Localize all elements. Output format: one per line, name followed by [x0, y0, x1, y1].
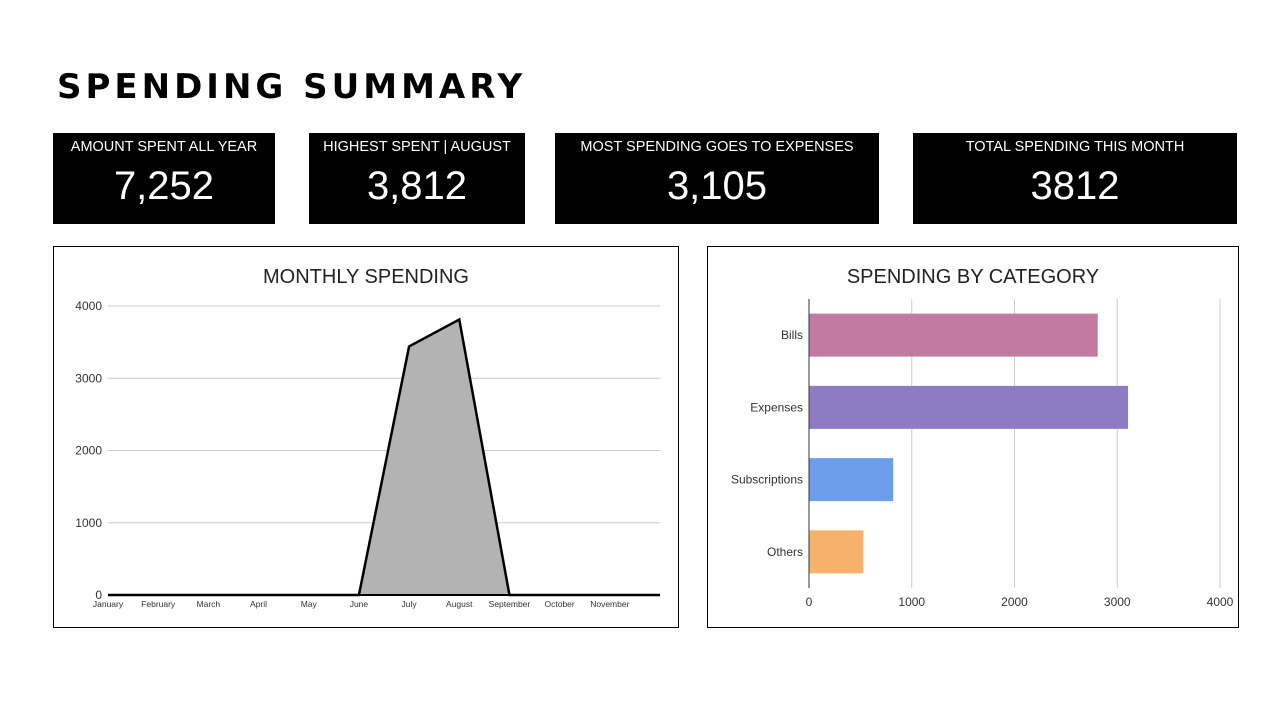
kpi-label: AMOUNT SPENT ALL YEAR [70, 139, 258, 155]
chart-title: MONTHLY SPENDING [263, 266, 469, 288]
kpi-label: MOST SPENDING GOES TO EXPENSES [580, 139, 854, 155]
kpi-label: HIGHEST SPENT | AUGUST [323, 139, 511, 155]
x-tick-label: March [197, 599, 221, 609]
y-tick-label: Expenses [750, 400, 803, 414]
monthly-spending-panel: MONTHLY SPENDING 0 1000 2000 3000 4000 Januar… [53, 246, 679, 628]
bar [809, 458, 894, 502]
kpi-label: TOTAL SPENDING THIS MONTH [965, 139, 1185, 155]
spending-by-category-panel: SPENDING BY CATEGORY 0 1000 2000 3000 4000 Bi… [707, 246, 1239, 628]
kpi-value: 7,252 [113, 164, 215, 208]
x-tick-label: June [350, 599, 369, 609]
kpi-card-total-spending-this-month: TOTAL SPENDING THIS MONTH 3812 [913, 133, 1237, 224]
y-tick-label: 4000 [75, 299, 102, 313]
area-fill [108, 319, 660, 595]
y-tick-label: 0 [95, 588, 102, 602]
kpi-value: 3,812 [366, 164, 468, 208]
x-tick-label: May [301, 599, 318, 609]
x-tick-label: July [402, 599, 418, 609]
x-tick-label: February [141, 599, 176, 609]
x-tick-label: 4000 [1207, 595, 1234, 609]
x-tick-label: 1000 [898, 595, 925, 609]
kpi-value: 3812 [1030, 164, 1120, 208]
x-tick-label: September [489, 599, 531, 609]
bar [809, 530, 864, 574]
bar [809, 313, 1098, 357]
x-tick-label: January [93, 599, 124, 609]
kpi-card-highest-spent: HIGHEST SPENT | AUGUST 3,812 [309, 133, 525, 224]
y-tick-label: 3000 [75, 371, 102, 385]
monthly-spending-chart: MONTHLY SPENDING 0 1000 2000 3000 4000 Januar… [75, 266, 660, 609]
y-tick-label: Bills [781, 328, 803, 342]
bar [809, 385, 1129, 429]
y-tick-label: 1000 [75, 516, 102, 530]
x-tick-label: August [446, 599, 473, 609]
x-tick-label: April [250, 599, 267, 609]
chart-title: SPENDING BY CATEGORY [847, 266, 1099, 288]
y-tick-label: Others [767, 545, 803, 559]
x-tick-label: 0 [806, 595, 813, 609]
kpi-value: 3,105 [666, 164, 768, 208]
spending-by-category-chart: SPENDING BY CATEGORY 0 1000 2000 3000 4000 Bi… [731, 266, 1234, 609]
y-tick-label: 2000 [75, 444, 102, 458]
page-title: SPENDING SUMMARY [57, 67, 527, 107]
x-tick-label: 2000 [1001, 595, 1028, 609]
x-tick-label: October [545, 599, 575, 609]
kpi-card-most-spending-category: MOST SPENDING GOES TO EXPENSES 3,105 [555, 133, 879, 224]
y-tick-label: Subscriptions [731, 473, 803, 487]
kpi-card-amount-spent-all-year: AMOUNT SPENT ALL YEAR 7,252 [53, 133, 275, 224]
x-tick-label: 3000 [1104, 595, 1131, 609]
x-tick-label: November [590, 599, 629, 609]
